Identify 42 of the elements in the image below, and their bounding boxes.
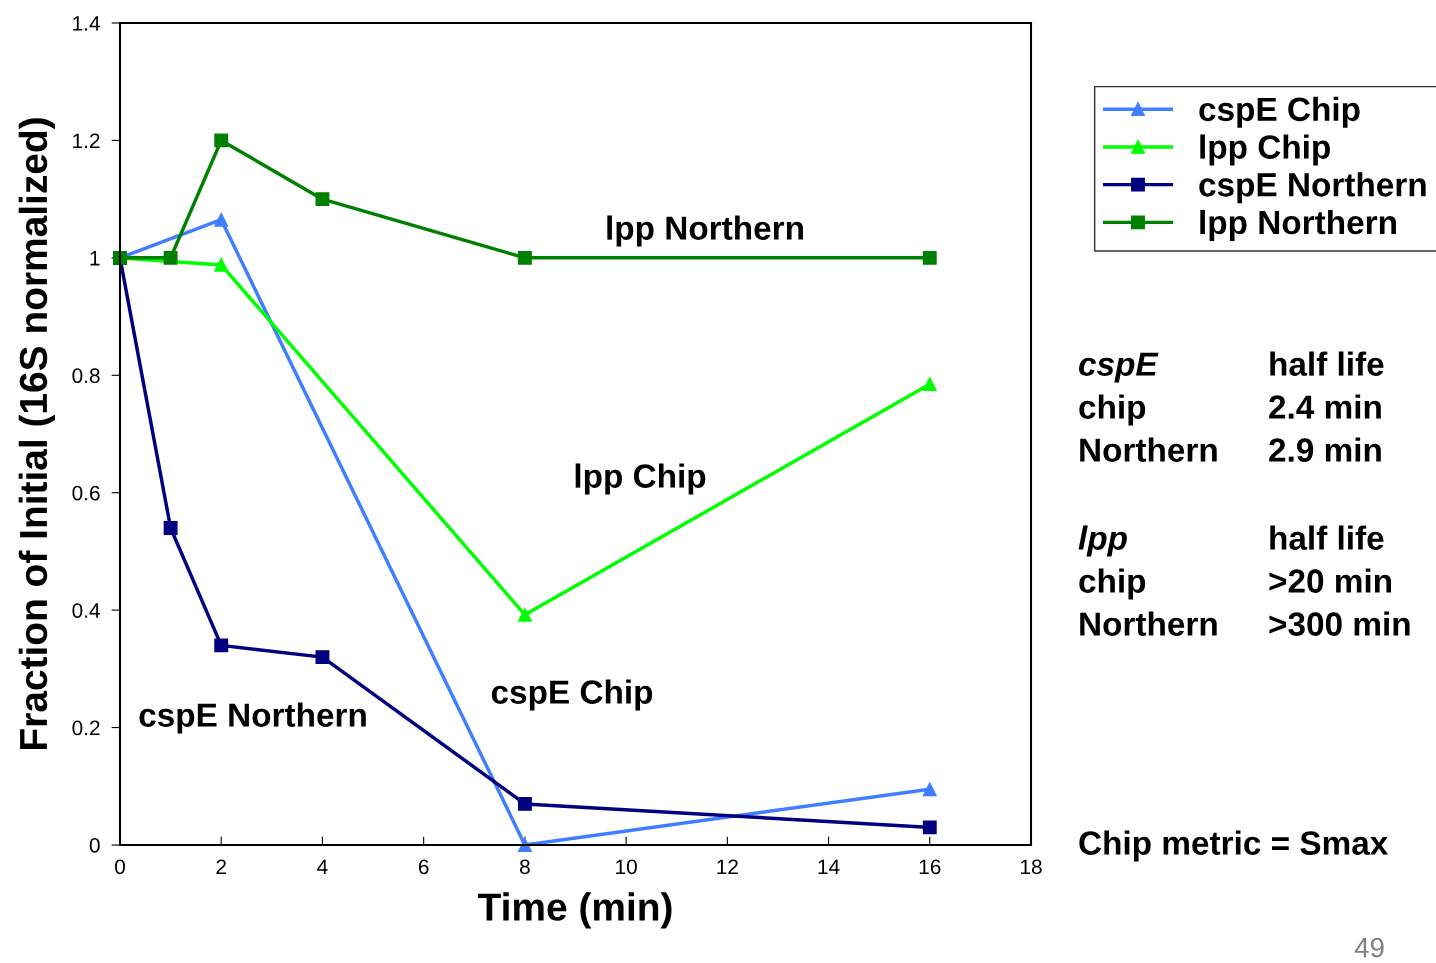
x-tick-label: 8	[520, 859, 530, 875]
text: chip	[1079, 568, 1146, 600]
text: Chip metric = Smax	[1079, 830, 1389, 862]
text: 49	[1354, 937, 1384, 958]
y-tick-label: 0.8	[72, 368, 100, 384]
y-tick-label: 1.2	[73, 133, 100, 148]
y-tick-label: 0.6	[72, 485, 100, 501]
text: >20 min	[1269, 568, 1391, 593]
x-tick-label: 14	[818, 859, 840, 874]
annotation: cspE Northern	[139, 702, 366, 734]
legend-label: cspE Northern	[1199, 172, 1426, 204]
text: lpp	[1078, 525, 1127, 557]
y-tick-label: 1.4	[73, 16, 100, 31]
legend-label: cspE Chip	[1199, 96, 1360, 128]
annotation: lpp Chip	[575, 463, 706, 495]
x-tick-label: 6	[418, 859, 429, 875]
annotation: lpp Northern	[607, 215, 803, 247]
text: half life	[1270, 351, 1384, 376]
y-tick-label: 0.4	[72, 603, 100, 618]
x-axis-title: Time (min)	[477, 892, 672, 929]
x-tick-label: 18	[1021, 859, 1042, 875]
x-tick-label: 16	[919, 859, 941, 875]
text: chip	[1079, 394, 1146, 426]
legend-label: lpp Chip	[1200, 134, 1330, 166]
x-tick-label: 4	[317, 859, 328, 874]
text: 2.4 min	[1269, 394, 1381, 419]
y-tick-label: 0.2	[72, 720, 100, 736]
legend-label: lpp Northern	[1200, 209, 1396, 241]
annotation: cspE Chip	[491, 679, 653, 711]
text: Northern	[1080, 437, 1217, 462]
y-axis-title: Fraction of Initial (16S normalized)	[18, 118, 55, 750]
x-tick-label: 0	[115, 859, 125, 875]
x-tick-label: 10	[616, 859, 637, 875]
y-tick-label: 0	[89, 838, 100, 853]
y-tick-label: 1	[90, 251, 100, 266]
text: 2.9 min	[1269, 437, 1381, 462]
x-tick-label: 2	[216, 859, 226, 874]
text: half life	[1270, 525, 1384, 550]
x-tick-label: 12	[717, 859, 738, 874]
text: >300 min	[1269, 611, 1410, 636]
text: Northern	[1080, 611, 1217, 636]
text: cspE	[1079, 352, 1159, 383]
